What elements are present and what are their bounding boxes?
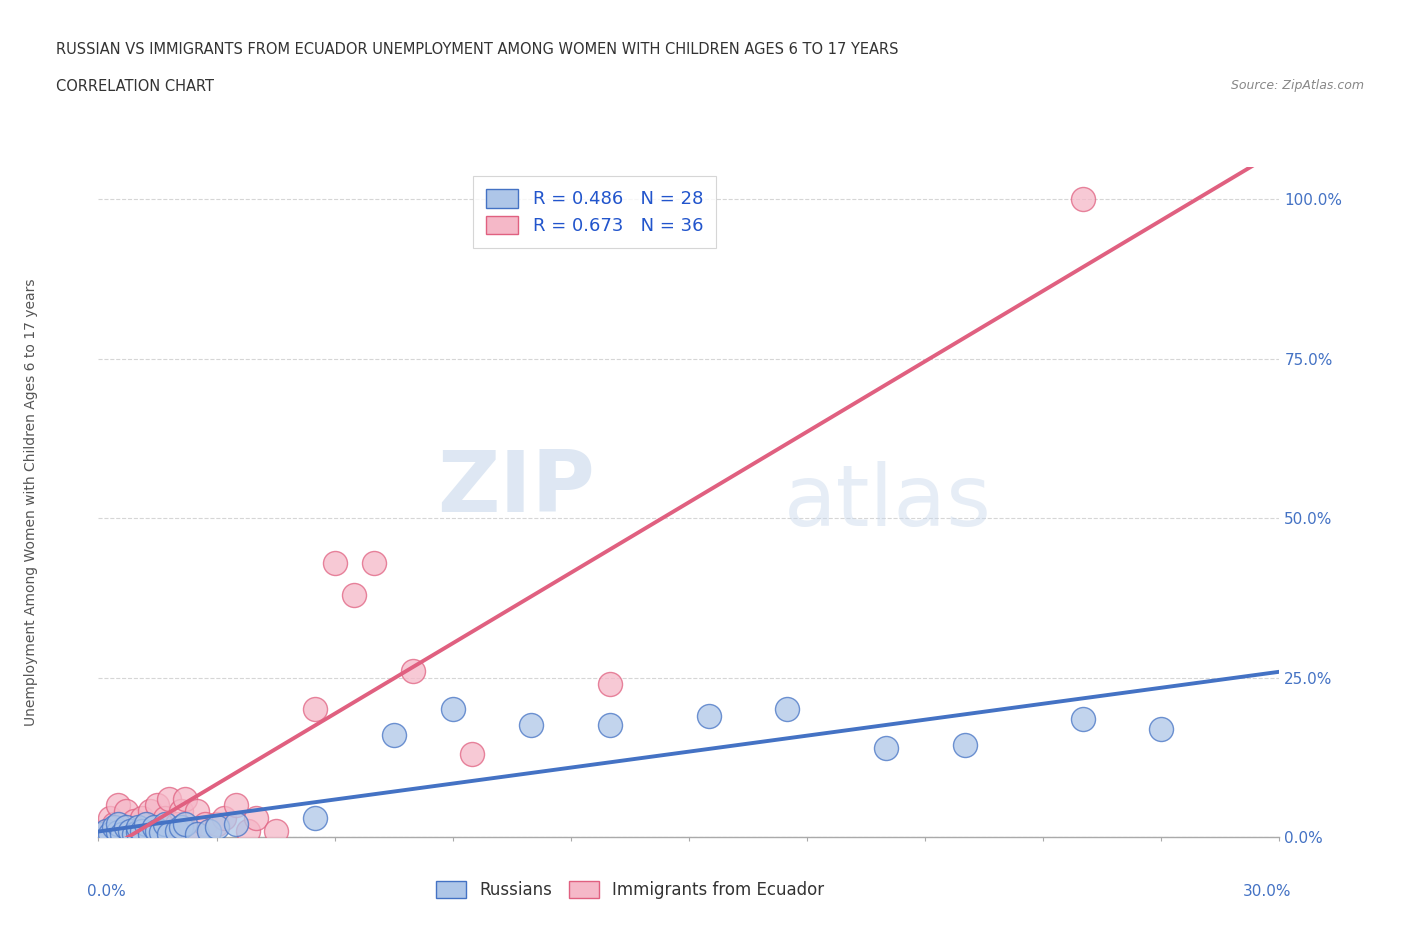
Point: [98, 810, 121, 825]
Text: CORRELATION CHART: CORRELATION CHART: [56, 79, 214, 94]
Point: [155, 817, 177, 831]
Point: [138, 804, 160, 819]
Point: [107, 817, 129, 831]
Text: 30.0%: 30.0%: [1243, 884, 1291, 899]
Point: [205, 820, 228, 835]
Point: [186, 827, 208, 842]
Point: [98, 827, 121, 842]
Point: [122, 814, 145, 829]
Point: [138, 827, 160, 842]
Point: [166, 817, 188, 831]
Point: [91, 827, 114, 842]
Point: [214, 810, 236, 825]
Point: [122, 827, 145, 842]
Point: [697, 709, 720, 724]
Point: [135, 817, 157, 831]
Point: [1150, 721, 1173, 736]
Point: [599, 676, 621, 691]
Legend: Russians, Immigrants from Ecuador: Russians, Immigrants from Ecuador: [429, 874, 831, 906]
Point: [131, 810, 153, 825]
Text: ZIP: ZIP: [437, 447, 595, 530]
Point: [245, 810, 267, 825]
Point: [150, 825, 173, 840]
Point: [170, 804, 193, 819]
Point: [127, 820, 149, 835]
Point: [343, 587, 366, 602]
Point: [382, 727, 405, 742]
Point: [174, 817, 197, 831]
Point: [875, 740, 897, 755]
Text: 0.0%: 0.0%: [87, 884, 125, 899]
Text: RUSSIAN VS IMMIGRANTS FROM ECUADOR UNEMPLOYMENT AMONG WOMEN WITH CHILDREN AGES 6: RUSSIAN VS IMMIGRANTS FROM ECUADOR UNEMP…: [56, 42, 898, 57]
Point: [96, 823, 118, 838]
Point: [194, 817, 217, 831]
Point: [461, 747, 484, 762]
Point: [150, 823, 173, 838]
Point: [135, 817, 157, 831]
Point: [236, 823, 259, 838]
Point: [1071, 192, 1094, 206]
Point: [127, 823, 149, 838]
Point: [146, 798, 169, 813]
Point: [186, 804, 208, 819]
Point: [142, 820, 165, 835]
Point: [111, 823, 134, 838]
Point: [225, 798, 247, 813]
Point: [111, 827, 134, 842]
Text: Unemployment Among Women with Children Ages 6 to 17 years: Unemployment Among Women with Children A…: [24, 278, 38, 726]
Point: [127, 825, 149, 840]
Point: [197, 823, 219, 838]
Text: atlas: atlas: [783, 460, 991, 544]
Point: [131, 823, 153, 838]
Point: [225, 817, 247, 831]
Point: [118, 823, 141, 838]
Point: [166, 823, 188, 838]
Point: [157, 791, 180, 806]
Point: [441, 702, 464, 717]
Point: [323, 555, 346, 570]
Point: [157, 827, 180, 842]
Point: [115, 820, 138, 835]
Point: [520, 718, 543, 733]
Point: [107, 798, 129, 813]
Point: [953, 737, 976, 752]
Point: [170, 820, 193, 835]
Point: [103, 820, 125, 835]
Point: [107, 825, 129, 840]
Point: [1071, 711, 1094, 726]
Point: [177, 823, 200, 838]
Point: [146, 823, 169, 838]
Point: [96, 823, 118, 838]
Point: [304, 702, 326, 717]
Point: [91, 827, 114, 842]
Point: [205, 817, 228, 831]
Point: [118, 820, 141, 835]
Point: [363, 555, 385, 570]
Point: [174, 791, 197, 806]
Point: [115, 804, 138, 819]
Point: [304, 810, 326, 825]
Text: Source: ZipAtlas.com: Source: ZipAtlas.com: [1230, 79, 1364, 92]
Point: [402, 664, 425, 679]
Point: [776, 702, 799, 717]
Point: [162, 823, 184, 838]
Point: [599, 718, 621, 733]
Point: [155, 810, 177, 825]
Point: [264, 823, 287, 838]
Point: [103, 817, 125, 831]
